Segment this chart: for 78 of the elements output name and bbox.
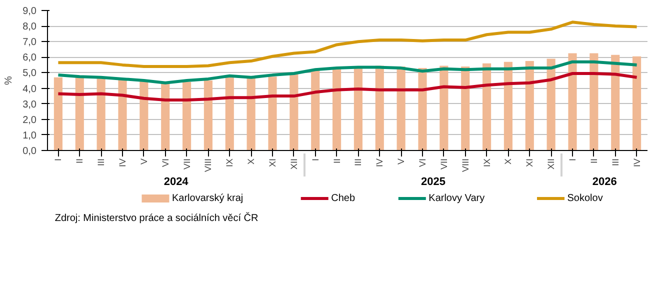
bar: [568, 53, 577, 150]
y-tick-label: 9,0: [22, 6, 37, 17]
line-series: [56, 20, 638, 68]
y-axis-title: %: [4, 76, 15, 85]
x-tick-label: XI: [268, 158, 278, 168]
y-tick-label: 6,0: [22, 52, 37, 64]
y-tick-label: 5,0: [22, 68, 37, 80]
bar: [396, 66, 406, 150]
bar: [632, 56, 642, 150]
y-tick-label: 8,0: [22, 22, 37, 33]
bar: [54, 77, 62, 150]
x-tick-label: II: [588, 158, 599, 164]
bar: [225, 77, 234, 150]
bar: [290, 74, 298, 150]
bar: [354, 68, 362, 150]
x-tick-label: XII: [288, 158, 299, 170]
x-tick-label: I: [310, 158, 320, 161]
bar: [96, 78, 106, 150]
x-tick-label: VIII: [460, 158, 470, 172]
text: 2026: [592, 176, 617, 188]
x-tick-label: VI: [160, 158, 170, 168]
bar: [504, 62, 512, 150]
bar: [75, 77, 84, 150]
bar: [525, 61, 534, 150]
bar: [246, 77, 256, 150]
x-tick-label: I: [568, 158, 578, 161]
text: Zdroj: Ministerstvo práce a sociálních věcí ČR: [54, 212, 258, 224]
bar: [461, 66, 470, 150]
legend-label: Karlovarský kraj: [172, 193, 244, 204]
x-tick-label: X: [246, 158, 256, 165]
x-tick-label: III: [610, 158, 620, 166]
legend-label: Sokolov: [567, 193, 603, 204]
x-tick-label: I: [53, 158, 64, 161]
line-series: [56, 72, 638, 102]
x-tick-label: III: [353, 158, 364, 166]
x-tick-label: X: [503, 158, 514, 165]
y-tick-label: 4,0: [22, 84, 37, 95]
x-tick-label: II: [74, 158, 85, 164]
x-tick-label: XII: [546, 158, 556, 170]
bar: [268, 76, 277, 150]
x-tick-label: IV: [374, 158, 385, 168]
y-tick-label: 0,0: [22, 146, 37, 157]
legend-label: Karlovy Vary: [428, 193, 485, 204]
bar: [311, 70, 320, 150]
x-tick-label: VII: [182, 158, 192, 170]
bar: [546, 58, 556, 150]
x-tick-label: VI: [418, 158, 428, 168]
bar: [418, 68, 427, 150]
x-tick-label: IV: [632, 158, 642, 168]
bar: [182, 82, 192, 150]
line-series: [56, 60, 638, 84]
bar: [140, 81, 148, 150]
bar: [611, 54, 620, 150]
bar: [161, 82, 170, 150]
x-tick-label: IX: [224, 158, 235, 168]
y-tick-label: 7,0: [22, 37, 37, 48]
x-tick-label: VII: [438, 158, 449, 170]
bar: [204, 80, 212, 150]
y-tick-label: 2,0: [22, 114, 37, 126]
x-tick-label: III: [96, 158, 106, 166]
bar: [440, 66, 448, 150]
bar: [118, 80, 127, 150]
x-tick-label: VIII: [203, 158, 214, 172]
y-tick-label: 1,0: [22, 130, 37, 142]
bar: [590, 53, 598, 150]
x-tick-label: IV: [118, 158, 128, 168]
legend-label: Cheb: [331, 193, 356, 204]
x-tick-label: V: [138, 158, 149, 165]
bar: [332, 68, 342, 150]
bar: [375, 66, 384, 150]
text: 2024: [164, 176, 190, 188]
x-tick-label: IX: [482, 158, 492, 168]
x-tick-label: V: [396, 158, 406, 165]
x-tick-label: XI: [524, 158, 535, 168]
y-tick-label: 3,0: [22, 99, 37, 110]
text: 2025: [420, 176, 446, 188]
x-tick-label: II: [332, 158, 342, 164]
bar: [482, 63, 492, 150]
